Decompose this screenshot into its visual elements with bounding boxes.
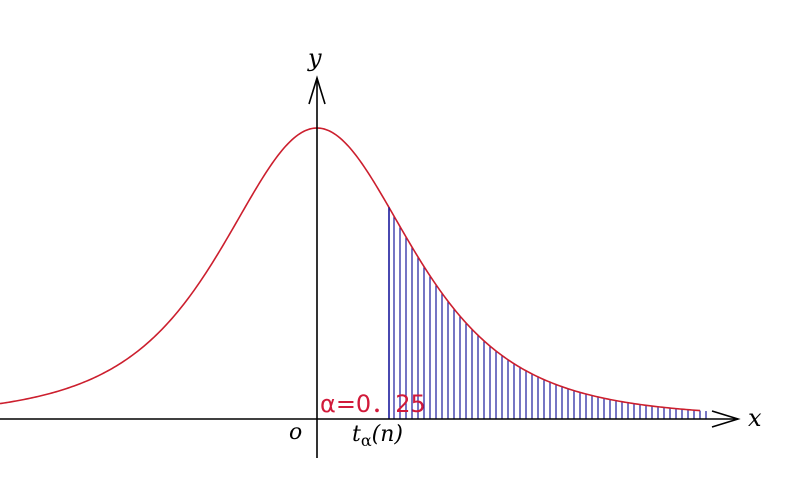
quantile-subscript: α <box>361 431 372 450</box>
y-axis-arrow-icon <box>308 75 326 105</box>
y-axis-label: y <box>307 44 322 72</box>
quantile-argument: (n) <box>372 422 403 447</box>
density-curve <box>0 127 701 412</box>
x-axis-arrow-icon <box>711 410 741 428</box>
shaded-tail-region <box>393 216 707 419</box>
x-axis-label: x <box>748 404 762 432</box>
quantile-label: tα(n) <box>352 422 403 450</box>
alpha-label: α=0．25 <box>320 390 426 418</box>
quantile-t: t <box>352 422 361 447</box>
origin-label: o <box>289 420 302 445</box>
